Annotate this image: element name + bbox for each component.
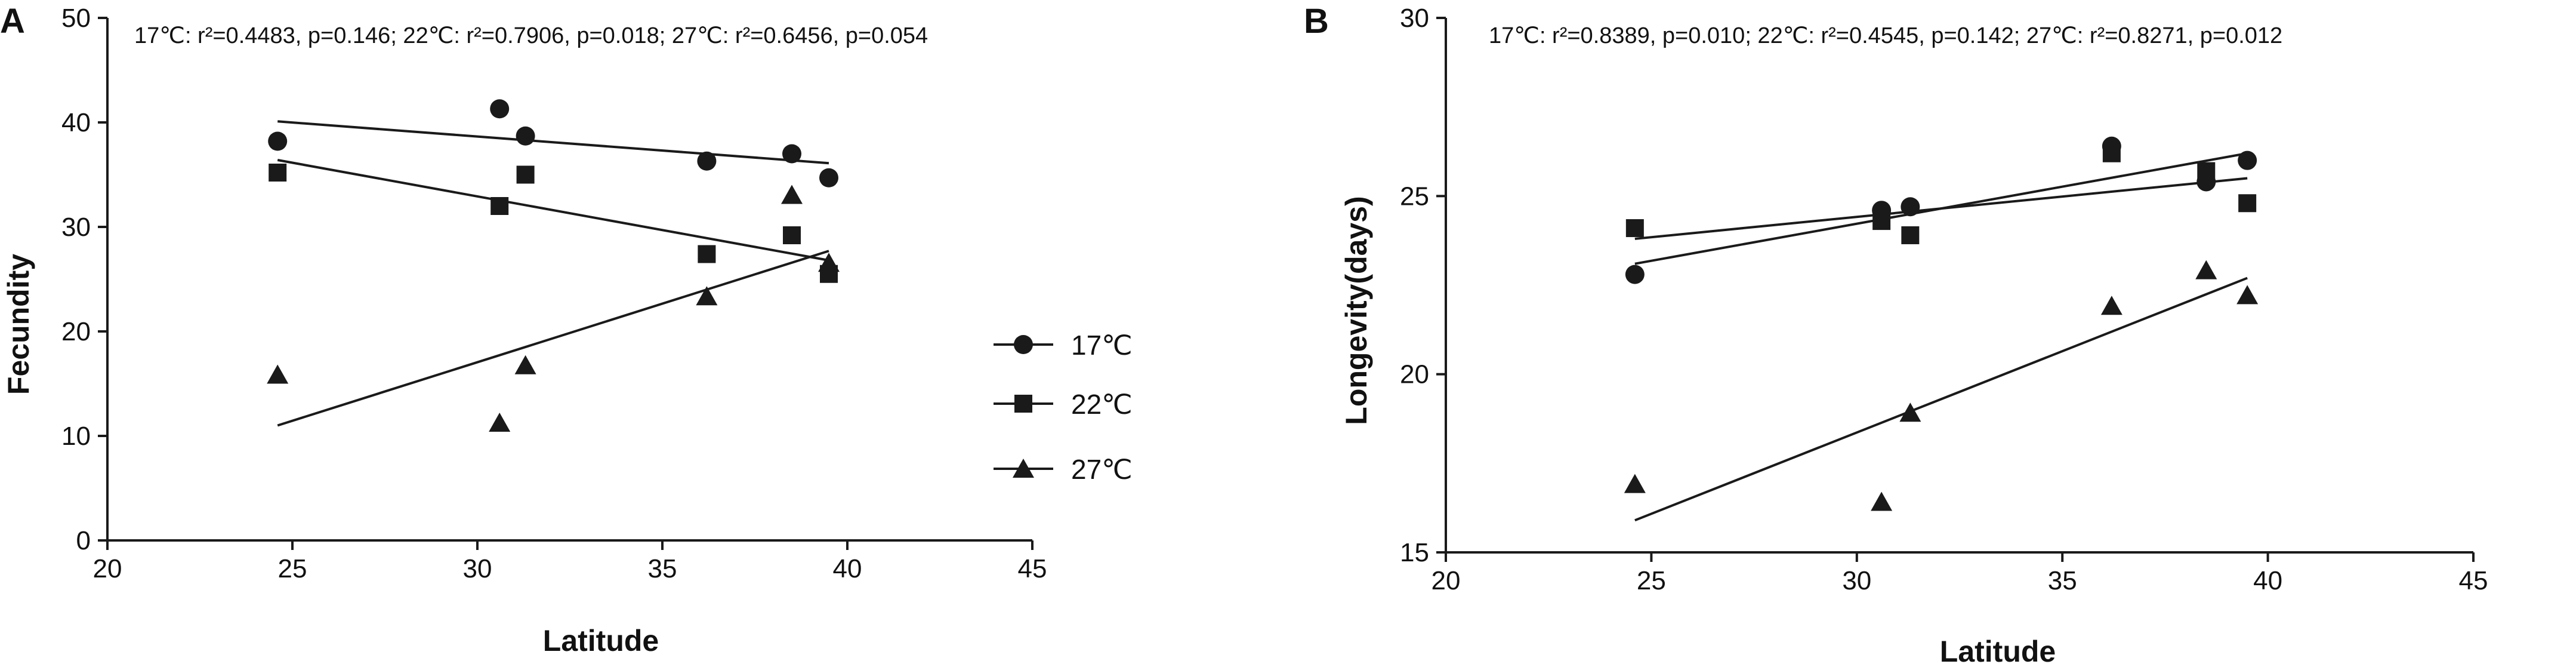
data-point-17c <box>1625 265 1645 284</box>
panel-b-y-axis-title: Longevity(days) <box>1340 196 1373 425</box>
data-point-27c <box>696 286 718 306</box>
legend-marker-square <box>1014 395 1032 413</box>
y-tick-label: 50 <box>61 4 91 33</box>
data-point-22c <box>516 165 535 184</box>
fit-line-17c <box>277 120 829 165</box>
x-tick-label: 25 <box>1637 566 1666 595</box>
legend-marker-circle <box>1014 335 1033 354</box>
x-tick-label: 35 <box>2048 566 2077 595</box>
y-tick-label: 20 <box>1400 360 1429 389</box>
x-tick-label: 40 <box>2253 566 2282 595</box>
y-tick-label: 40 <box>61 108 91 137</box>
panel-b-stats: 17℃: r²=0.8389, p=0.010; 22℃: r²=0.4545,… <box>1489 23 2282 48</box>
x-tick-label: 20 <box>1432 566 1461 595</box>
data-point-22c <box>698 245 716 263</box>
x-tick-label: 25 <box>278 554 307 583</box>
x-tick-label: 40 <box>833 554 862 583</box>
data-point-22c <box>2238 194 2257 213</box>
data-point-22c <box>2197 162 2216 180</box>
y-tick-label: 0 <box>76 526 91 555</box>
data-point-22c <box>490 197 509 215</box>
data-point-22c <box>1872 212 1891 230</box>
data-point-22c <box>783 226 801 244</box>
panel-a-x-axis-title: Latitude <box>543 624 659 657</box>
fit-line-27c <box>277 250 829 427</box>
legend-item-27c: 27℃ <box>994 454 1133 485</box>
data-point-22c <box>1901 226 1920 244</box>
y-tick-label: 30 <box>61 213 91 242</box>
data-point-17c <box>782 144 801 164</box>
data-point-27c <box>2236 285 2259 305</box>
data-point-17c <box>490 99 510 119</box>
data-point-27c <box>781 185 803 204</box>
data-point-17c <box>1901 197 1920 217</box>
panel-a-y-axis-title: Fecundity <box>2 254 35 395</box>
data-point-22c <box>269 164 287 182</box>
panel-a-fit-lines <box>277 120 829 427</box>
fit-line-22c <box>1634 177 2248 240</box>
x-tick-label: 30 <box>1842 566 1871 595</box>
panel-a: A 17℃: r²=0.4483, p=0.146; 22℃: r²=0.790… <box>0 2 1133 657</box>
data-point-27c <box>1899 402 1921 422</box>
panel-b-fit-lines <box>1634 152 2248 522</box>
y-tick-label: 20 <box>61 317 91 346</box>
panel-a-stats: 17℃: r²=0.4483, p=0.146; 22℃: r²=0.7906,… <box>134 23 928 48</box>
data-point-27c <box>2195 260 2217 279</box>
data-point-22c <box>2102 144 2121 162</box>
x-tick-label: 20 <box>93 554 122 583</box>
fit-line-22c <box>277 159 829 262</box>
data-point-17c <box>697 151 717 171</box>
panel-b-data-points <box>1624 136 2259 511</box>
legend-label-22c: 22℃ <box>1071 389 1133 420</box>
x-tick-label: 45 <box>2459 566 2488 595</box>
legend: 17℃ 22℃ 27℃ <box>994 330 1133 485</box>
x-tick-label: 45 <box>1018 554 1047 583</box>
panel-a-data-points <box>267 99 840 432</box>
panel-b: B 17℃: r²=0.8389, p=0.010; 22℃: r²=0.454… <box>1304 2 2488 668</box>
fit-line-27c <box>1634 276 2248 522</box>
y-tick-label: 25 <box>1400 182 1429 211</box>
x-tick-label: 30 <box>463 554 492 583</box>
legend-label-27c: 27℃ <box>1071 454 1133 485</box>
y-tick-label: 10 <box>61 422 91 451</box>
data-point-27c <box>267 364 289 384</box>
data-point-17c <box>516 126 535 146</box>
data-point-17c <box>819 168 838 188</box>
panel-a-ticks: 20 25 30 35 40 45 0 10 20 30 40 50 <box>61 4 1047 583</box>
y-tick-label: 30 <box>1400 4 1429 33</box>
data-point-17c <box>268 131 288 151</box>
panel-b-letter: B <box>1304 2 1329 41</box>
data-point-27c <box>2100 296 2122 315</box>
legend-label-17c: 17℃ <box>1071 330 1133 361</box>
data-point-27c <box>818 253 840 272</box>
data-point-27c <box>514 355 536 374</box>
legend-item-22c: 22℃ <box>994 389 1133 420</box>
data-point-27c <box>1871 491 1893 511</box>
data-point-27c <box>489 413 511 432</box>
legend-marker-triangle <box>1013 459 1034 478</box>
data-point-17c <box>2238 150 2257 170</box>
x-tick-label: 35 <box>648 554 677 583</box>
legend-item-17c: 17℃ <box>994 330 1133 361</box>
y-tick-label: 15 <box>1400 538 1429 567</box>
panel-a-letter: A <box>0 2 25 41</box>
panel-b-x-axis-title: Latitude <box>1940 635 2056 668</box>
data-point-27c <box>1624 474 1646 493</box>
data-point-22c <box>1625 219 1644 238</box>
